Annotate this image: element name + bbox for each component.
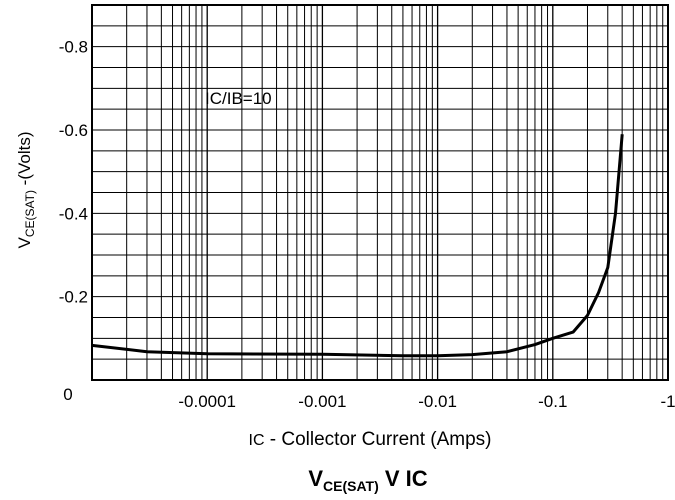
y-tick-label: -0.4 [59,204,88,223]
chart-title: VCE(SAT) V IC [308,466,427,494]
x-tick-label: -0.001 [298,392,346,411]
annotation-ic-ib: IC/IB=10 [205,89,272,108]
x-tick-label: -0.1 [538,392,567,411]
plot-frame [91,4,669,381]
data-series [91,134,624,358]
y-tick-label: -0.8 [59,38,88,57]
x-tick-label: -0.01 [418,392,457,411]
y-axis-label: VCE(SAT) -(Volts) [15,131,37,248]
y-tick-label: -0.6 [59,121,88,140]
x-tick-label: -1 [660,392,675,411]
x-axis-label: IC - Collector Current (Amps) [249,429,492,450]
x-tick-label: -0.0001 [178,392,236,411]
y-tick-label: 0 [63,385,72,404]
y-tick-labels: 0 -0.2 -0.4 -0.6 -0.8 [59,38,88,404]
series-line [91,134,624,358]
y-tick-label: -0.2 [59,288,88,307]
x-tick-labels: -0.0001 -0.001 -0.01 -0.1 -1 [178,392,675,411]
